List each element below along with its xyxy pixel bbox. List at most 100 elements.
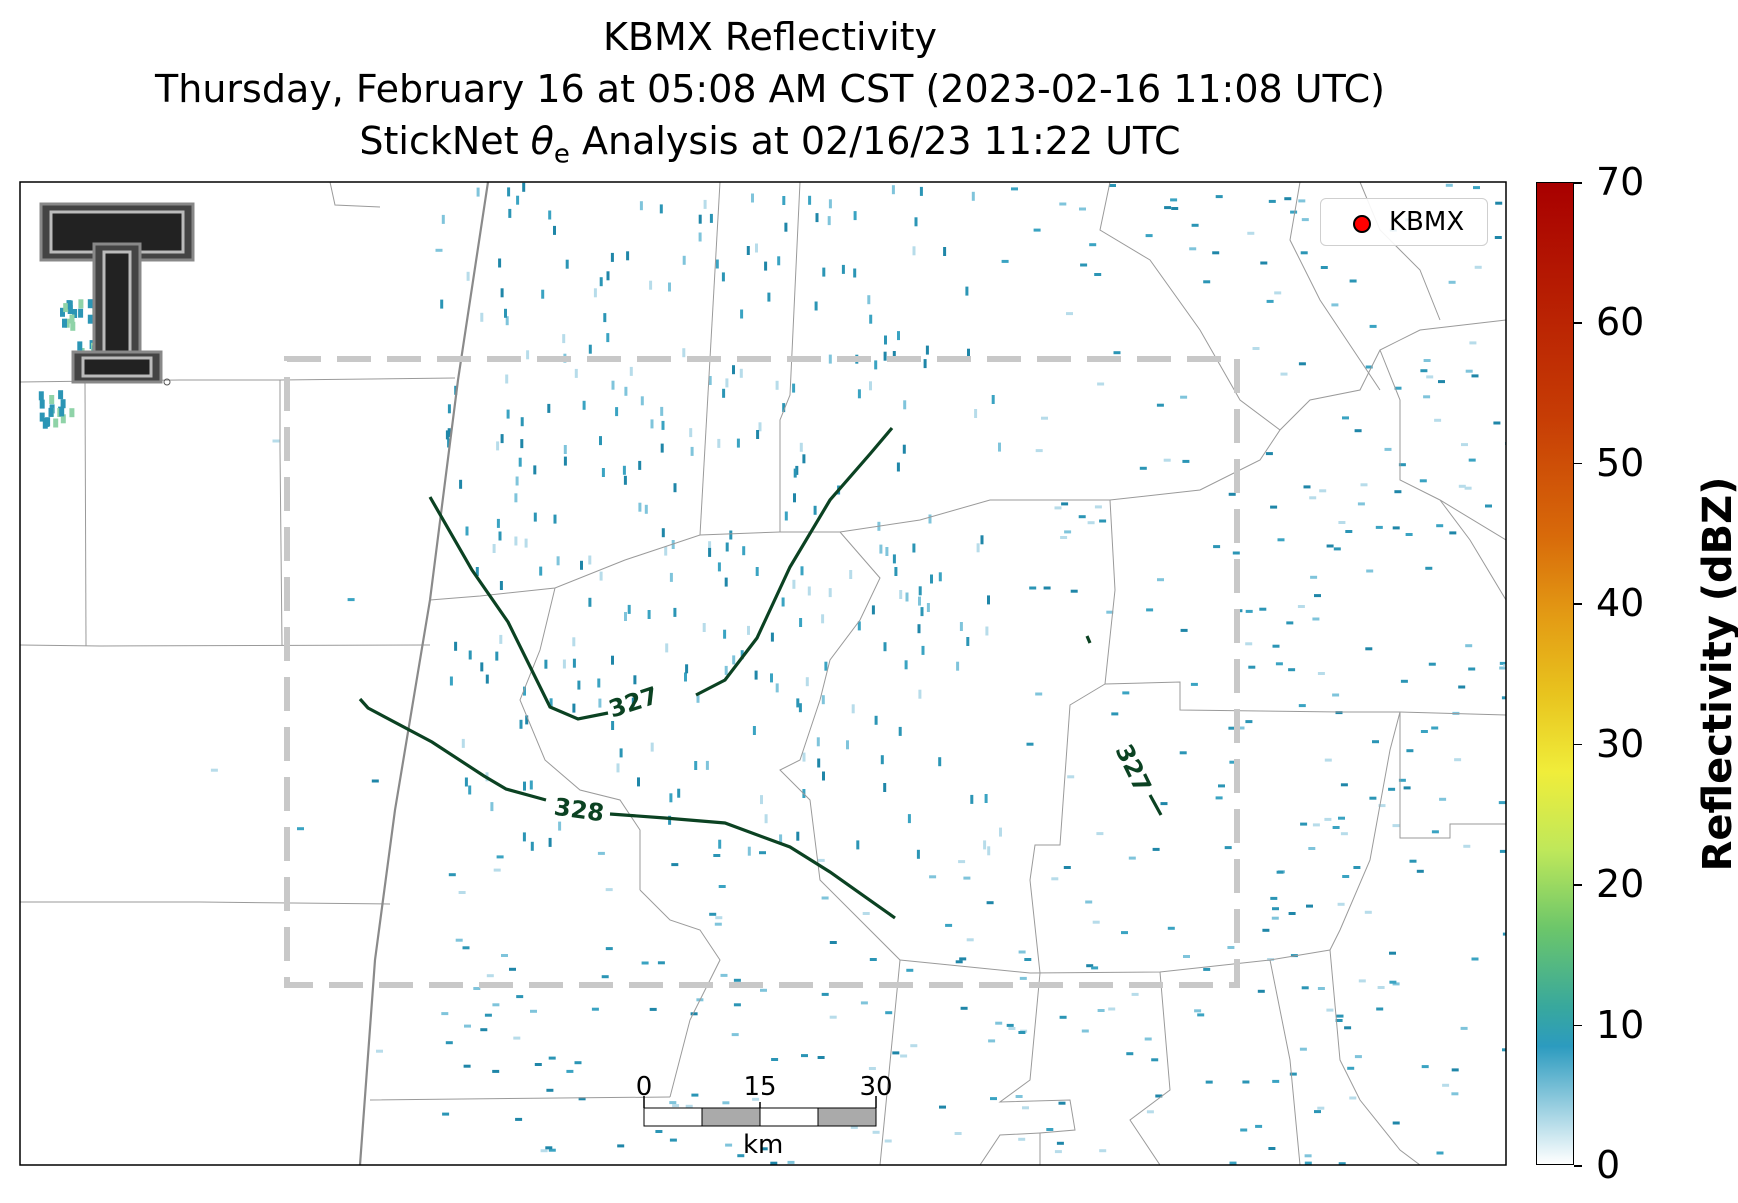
echo-pixel — [1503, 664, 1506, 668]
echo-pixel — [63, 303, 69, 313]
echo-pixel — [622, 465, 626, 475]
echo-pixel — [900, 1054, 908, 1058]
echo-pixel — [1298, 362, 1306, 366]
echo-pixel — [829, 941, 837, 944]
echo-pixel — [593, 288, 597, 298]
echo-pixel — [983, 840, 987, 850]
echo-pixel — [828, 354, 832, 364]
echo-pixel — [601, 975, 609, 979]
echo-pixel — [1337, 902, 1345, 906]
echo-pixel — [1495, 201, 1503, 205]
echo-pixel — [926, 603, 930, 612]
echo-pixel — [496, 518, 500, 528]
echo-pixel — [1304, 1161, 1312, 1165]
echo-pixel — [775, 683, 779, 693]
echo-pixel — [1317, 672, 1325, 675]
title-line-1: KBMX Reflectivity — [602, 15, 938, 59]
echo-pixel — [974, 409, 978, 418]
echo-pixel — [529, 780, 533, 790]
echo-pixel — [1160, 802, 1168, 806]
echo-pixel — [1298, 199, 1306, 203]
echo-pixel — [1335, 711, 1343, 715]
echo-pixel — [690, 1012, 698, 1016]
echo-pixel — [860, 1001, 868, 1005]
echo-pixel — [1006, 1023, 1014, 1027]
echo-pixel — [493, 868, 501, 872]
echo-pixel — [1345, 530, 1353, 533]
echo-pixel — [980, 535, 984, 545]
colorbar-tick-mark — [1574, 743, 1582, 746]
echo-pixel — [920, 607, 924, 617]
echo-pixel — [723, 629, 727, 639]
echo-pixel — [526, 350, 530, 360]
echo-pixel — [828, 199, 832, 209]
echo-pixel — [1471, 957, 1479, 961]
echo-pixel — [939, 1105, 946, 1109]
echo-pixel — [605, 947, 613, 951]
echo-pixel — [441, 214, 445, 224]
colorbar — [1536, 182, 1574, 1165]
echo-pixel — [492, 1003, 500, 1007]
echo-pixel — [1060, 536, 1068, 539]
echo-pixel — [591, 1007, 599, 1011]
echo-pixel — [1203, 280, 1211, 284]
echo-pixel — [1369, 324, 1377, 328]
echo-pixel — [1054, 1150, 1062, 1154]
echo-pixel — [272, 439, 280, 443]
echo-pixel — [1106, 610, 1114, 614]
echo-pixel — [817, 758, 821, 768]
echo-pixel — [841, 264, 845, 274]
echo-pixel — [1018, 950, 1026, 954]
echo-pixel — [928, 514, 932, 524]
echo-pixel — [1314, 594, 1321, 598]
echo-pixel — [459, 479, 463, 489]
echo-pixel — [1255, 1124, 1263, 1128]
echo-pixel — [756, 430, 760, 439]
echo-pixel — [1494, 236, 1502, 239]
echo-pixel — [851, 704, 855, 714]
echo-pixel — [1298, 704, 1306, 708]
echo-pixel — [1109, 184, 1116, 187]
echo-pixel — [943, 247, 947, 256]
echo-pixel — [792, 579, 796, 589]
echo-pixel — [647, 610, 651, 619]
echo-pixel — [565, 259, 569, 269]
echo-pixel — [445, 1041, 453, 1045]
echo-pixel — [574, 368, 578, 378]
echo-pixel — [650, 419, 654, 429]
echo-pixel — [1229, 1161, 1237, 1165]
echo-pixel — [1306, 904, 1313, 908]
echo-pixel — [814, 301, 818, 311]
echo-pixel — [640, 396, 644, 406]
echo-pixel — [808, 195, 812, 205]
echo-pixel — [669, 1138, 677, 1142]
echo-pixel — [733, 978, 741, 982]
echo-pixel — [547, 403, 551, 413]
echo-pixel — [447, 428, 451, 438]
echo-pixel — [1051, 877, 1059, 881]
echo-pixel — [1320, 266, 1328, 269]
echo-pixel — [1409, 859, 1417, 863]
echo-pixel — [1458, 685, 1466, 689]
echo-pixel — [897, 331, 900, 341]
echo-pixel — [500, 288, 504, 298]
echo-pixel — [480, 662, 484, 672]
echo-pixel — [1309, 496, 1317, 500]
echo-pixel — [508, 208, 512, 218]
echo-pixel — [715, 259, 719, 269]
echo-pixel — [682, 255, 686, 265]
echo-pixel — [703, 199, 707, 209]
echo-pixel — [718, 885, 726, 888]
echo-pixel — [867, 295, 871, 305]
echo-pixel — [784, 222, 788, 232]
echo-pixel — [874, 715, 878, 725]
echo-pixel — [1448, 280, 1456, 284]
echo-pixel — [440, 299, 444, 309]
echo-pixel — [1304, 1154, 1312, 1158]
echo-pixel — [921, 645, 925, 655]
colorbar-tick-label: 10 — [1596, 1002, 1645, 1047]
echo-pixel — [1297, 605, 1305, 608]
echo-pixel — [1145, 234, 1153, 238]
echo-pixel — [1493, 421, 1501, 425]
